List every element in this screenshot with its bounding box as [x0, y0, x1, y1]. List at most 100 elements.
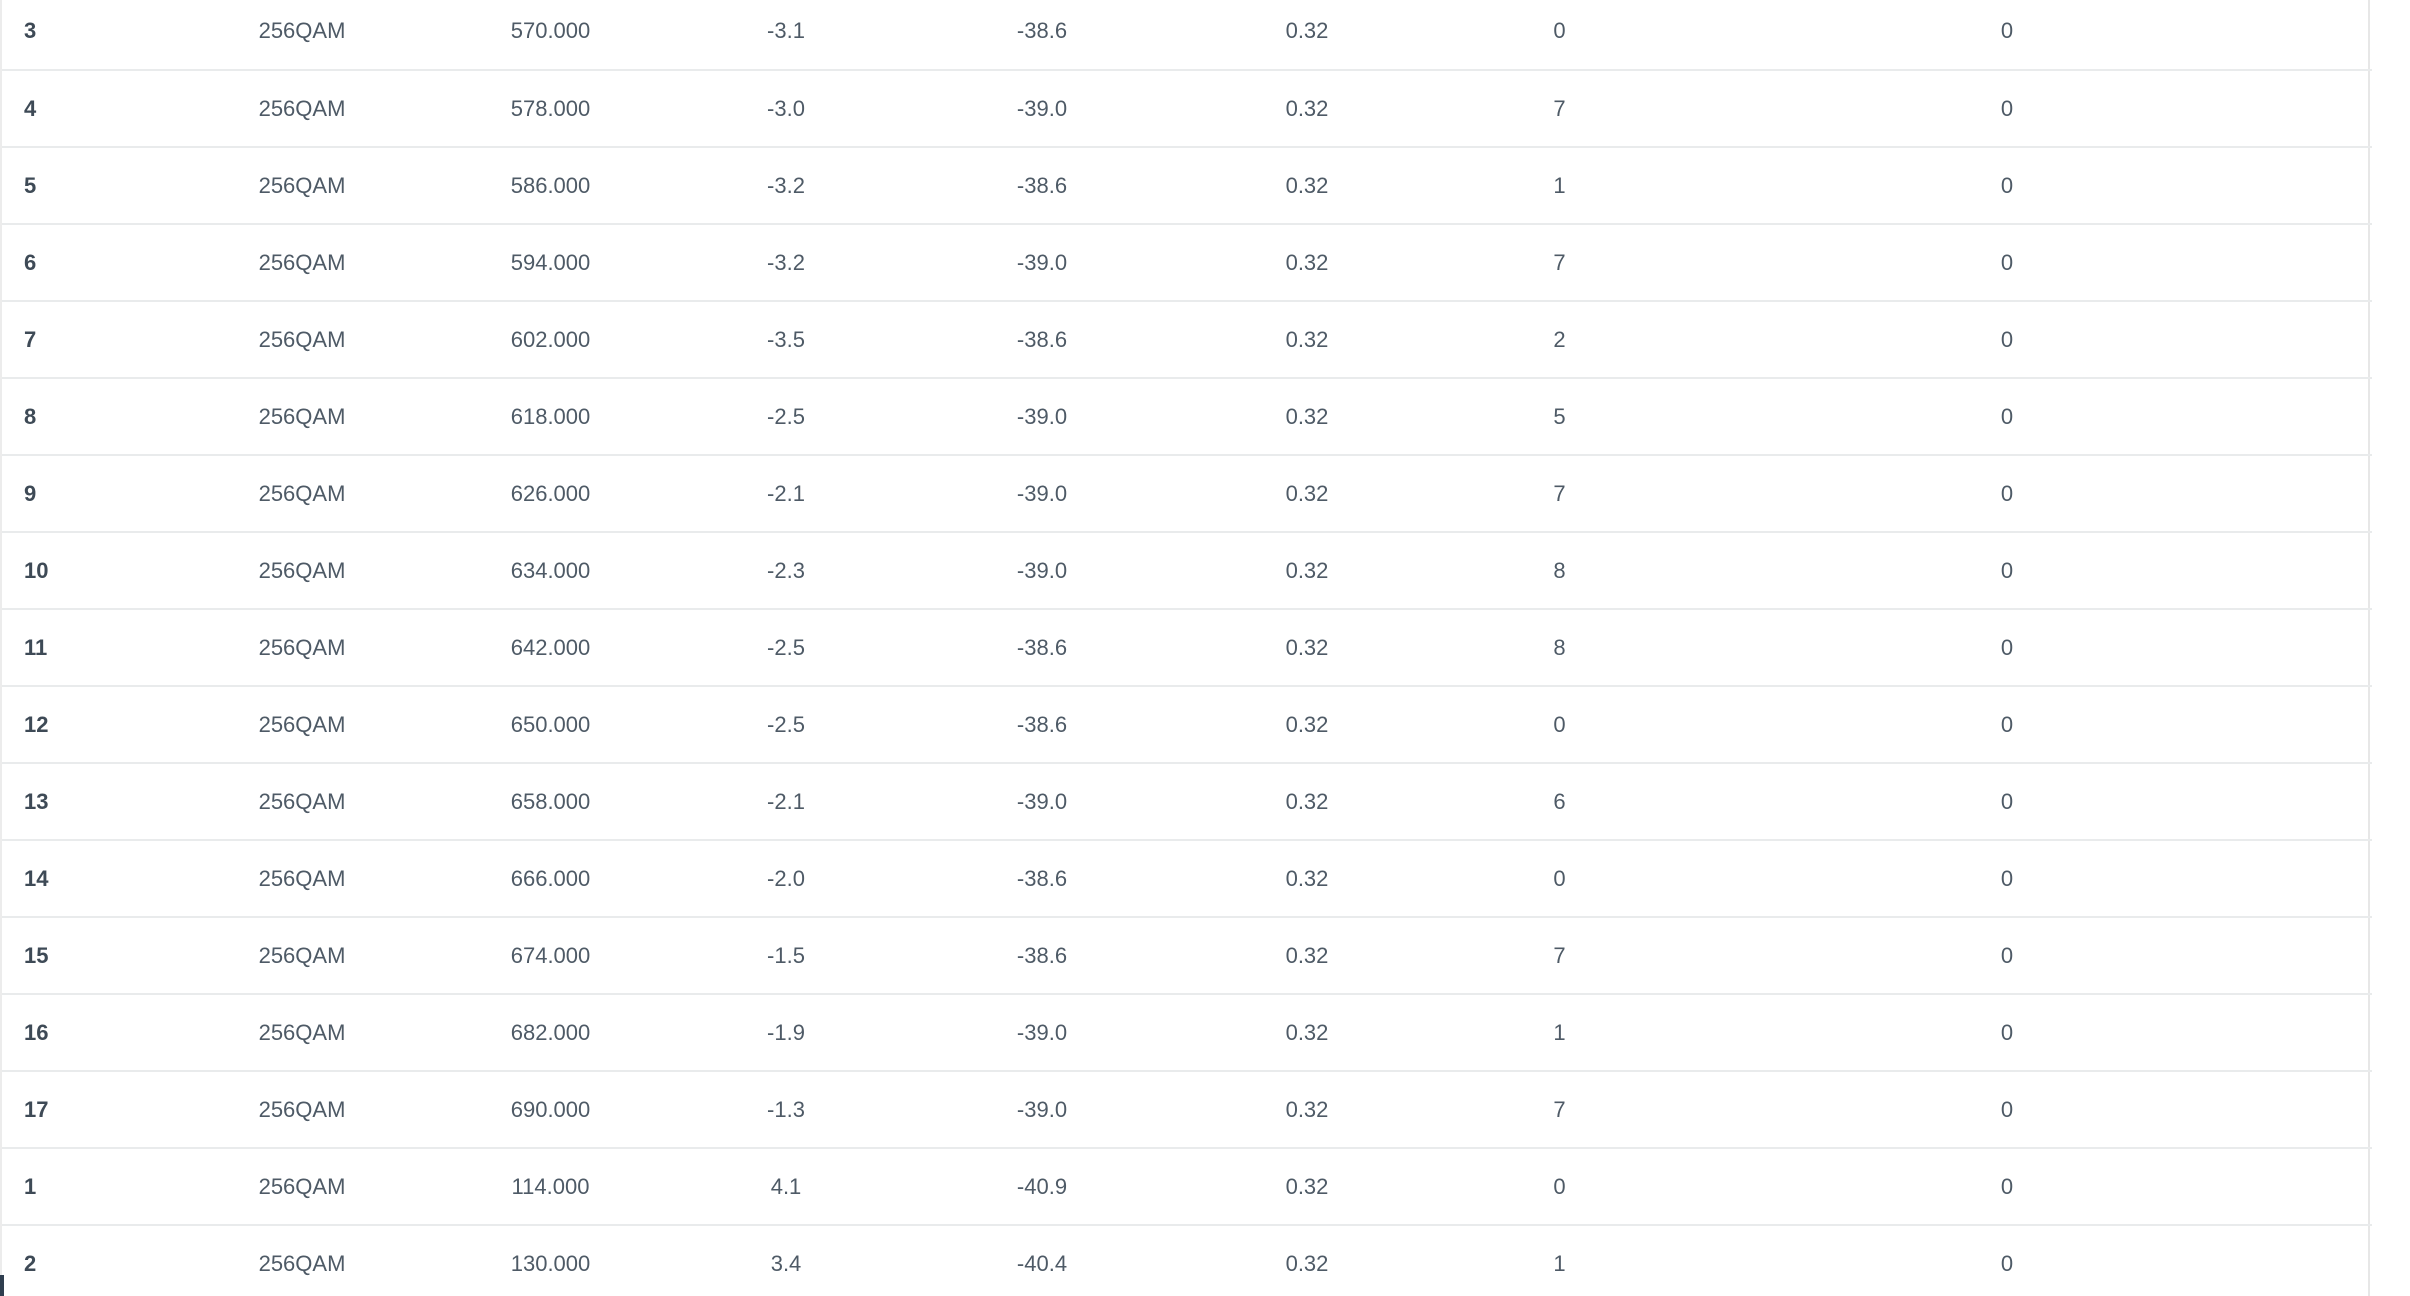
table-cell: -3.0 — [665, 70, 907, 148]
table-cell: 114.000 — [436, 1148, 665, 1226]
table-cell: 256QAM — [168, 147, 436, 225]
table-cell: -39.0 — [907, 994, 1177, 1072]
table-cell: -3.2 — [665, 224, 907, 302]
table-row: 17 256QAM 690.000 -1.3 -39.0 0.32 7 0 — [2, 1071, 2372, 1149]
table-cell: 0 — [1437, 1148, 1682, 1226]
cell-channel-id: 14 — [2, 840, 168, 918]
table-cell: 130.000 — [436, 1225, 665, 1296]
table-cell: 634.000 — [436, 532, 665, 610]
table-cell: -40.4 — [907, 1225, 1177, 1296]
table-cell: 682.000 — [436, 994, 665, 1072]
table-cell: 5 — [1437, 378, 1682, 456]
table-cell: 570.000 — [436, 0, 665, 71]
table-cell: -2.0 — [665, 840, 907, 918]
cell-channel-id: 6 — [2, 224, 168, 302]
table-cell: 586.000 — [436, 147, 665, 225]
table-cell: -38.6 — [907, 0, 1177, 71]
table-row: 16 256QAM 682.000 -1.9 -39.0 0.32 1 0 — [2, 994, 2372, 1072]
table-cell: 256QAM — [168, 609, 436, 687]
table-cell: 0.32 — [1177, 378, 1437, 456]
cell-channel-id: 17 — [2, 1071, 168, 1149]
table-cell: 7 — [1437, 1071, 1682, 1149]
table-cell: -38.6 — [907, 686, 1177, 764]
table-cell: 0 — [1682, 609, 2372, 687]
table-cell: 658.000 — [436, 763, 665, 841]
table-cell: -39.0 — [907, 1071, 1177, 1149]
table-cell: 256QAM — [168, 994, 436, 1072]
table-cell: -40.9 — [907, 1148, 1177, 1226]
table-cell: -38.6 — [907, 147, 1177, 225]
table-cell: 0 — [1437, 686, 1682, 764]
table-cell: -2.5 — [665, 686, 907, 764]
table-cell: 618.000 — [436, 378, 665, 456]
cell-channel-id: 3 — [2, 0, 168, 71]
table-cell: -3.1 — [665, 0, 907, 71]
cell-channel-id: 4 — [2, 70, 168, 148]
table-cell: 690.000 — [436, 1071, 665, 1149]
table-row: 3 256QAM 570.000 -3.1 -38.6 0.32 0 0 — [2, 0, 2372, 71]
cell-channel-id: 8 — [2, 378, 168, 456]
table-cell: 0 — [1437, 0, 1682, 71]
table-cell: 1 — [1437, 994, 1682, 1072]
table-cell: 1 — [1437, 147, 1682, 225]
table-cell: 602.000 — [436, 301, 665, 379]
table-cell: 0 — [1682, 1071, 2372, 1149]
table-cell: 0.32 — [1177, 686, 1437, 764]
cell-channel-id: 5 — [2, 147, 168, 225]
table-cell: 0 — [1682, 1148, 2372, 1226]
cell-channel-id: 9 — [2, 455, 168, 533]
table-cell: -2.5 — [665, 378, 907, 456]
table-cell: 256QAM — [168, 1071, 436, 1149]
table-cell: 0.32 — [1177, 763, 1437, 841]
table-cell: 256QAM — [168, 917, 436, 995]
table-cell: -39.0 — [907, 763, 1177, 841]
table-cell: 666.000 — [436, 840, 665, 918]
table-cell: 0 — [1682, 686, 2372, 764]
cell-channel-id: 12 — [2, 686, 168, 764]
table-cell: 3.4 — [665, 1225, 907, 1296]
table-row: 9 256QAM 626.000 -2.1 -39.0 0.32 7 0 — [2, 455, 2372, 533]
table-row: 8 256QAM 618.000 -2.5 -39.0 0.32 5 0 — [2, 378, 2372, 456]
table-cell: 256QAM — [168, 1148, 436, 1226]
cell-channel-id: 13 — [2, 763, 168, 841]
table-cell: 650.000 — [436, 686, 665, 764]
table-cell: 7 — [1437, 917, 1682, 995]
table-row: 14 256QAM 666.000 -2.0 -38.6 0.32 0 0 — [2, 840, 2372, 918]
table-cell: 256QAM — [168, 224, 436, 302]
table-cell: 0 — [1682, 0, 2372, 71]
table-cell: 0.32 — [1177, 70, 1437, 148]
table-cell: 256QAM — [168, 455, 436, 533]
table-cell: 1 — [1437, 1225, 1682, 1296]
table-row: 2 256QAM 130.000 3.4 -40.4 0.32 1 0 — [2, 1225, 2372, 1296]
table-cell: 0 — [1682, 224, 2372, 302]
table-cell: 0.32 — [1177, 994, 1437, 1072]
table-cell: 7 — [1437, 70, 1682, 148]
table-row: 5 256QAM 586.000 -3.2 -38.6 0.32 1 0 — [2, 147, 2372, 225]
table-cell: 0 — [1682, 532, 2372, 610]
cell-channel-id: 7 — [2, 301, 168, 379]
table-cell: 256QAM — [168, 378, 436, 456]
table-cell: 0.32 — [1177, 147, 1437, 225]
table-cell: 7 — [1437, 455, 1682, 533]
table-row: 11 256QAM 642.000 -2.5 -38.6 0.32 8 0 — [2, 609, 2372, 687]
table-cell: 256QAM — [168, 763, 436, 841]
table-cell: -2.5 — [665, 609, 907, 687]
table-cell: 0.32 — [1177, 840, 1437, 918]
table-cell: 0 — [1682, 70, 2372, 148]
table-row: 4 256QAM 578.000 -3.0 -39.0 0.32 7 0 — [2, 70, 2372, 148]
table-cell: 0.32 — [1177, 301, 1437, 379]
table-cell: 0 — [1682, 455, 2372, 533]
table-cell: -2.3 — [665, 532, 907, 610]
table-cell: -38.6 — [907, 609, 1177, 687]
table-row: 1 256QAM 114.000 4.1 -40.9 0.32 0 0 — [2, 1148, 2372, 1226]
table-cell: -3.2 — [665, 147, 907, 225]
table-cell: -3.5 — [665, 301, 907, 379]
table-cell: 0 — [1437, 840, 1682, 918]
table-row: 13 256QAM 658.000 -2.1 -39.0 0.32 6 0 — [2, 763, 2372, 841]
table-cell: 0.32 — [1177, 0, 1437, 71]
table-row: 10 256QAM 634.000 -2.3 -39.0 0.32 8 0 — [2, 532, 2372, 610]
cell-channel-id: 2 — [2, 1225, 168, 1296]
table-cell: 0 — [1682, 840, 2372, 918]
table-cell: 6 — [1437, 763, 1682, 841]
